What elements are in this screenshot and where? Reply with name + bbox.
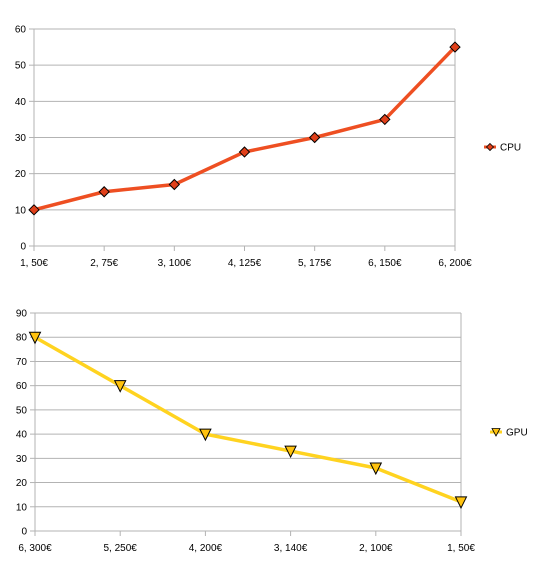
x-tick-label: 6, 200€ [438,258,472,269]
x-tick-label: 1, 50€ [447,543,475,554]
data-point [284,445,297,459]
data-point [199,428,212,442]
data-point [369,462,383,476]
y-tick-label: 30 [16,454,28,465]
x-tick-label: 4, 200€ [189,543,223,554]
y-tick-label: 10 [16,502,28,513]
y-tick-label: 50 [16,405,28,416]
data-point [98,186,110,198]
x-tick-label: 2, 75€ [90,258,118,269]
y-tick-label: 60 [15,25,27,36]
y-tick-label: 50 [15,61,27,72]
x-tick-label: 3, 140€ [274,543,308,554]
data-point [28,331,42,345]
data-point [238,146,251,158]
y-tick-label: 20 [15,169,27,180]
legend-marker [491,428,501,437]
x-tick-label: 1, 50€ [20,258,48,269]
y-tick-label: 70 [16,357,28,368]
data-point [449,41,461,53]
data-point [379,113,391,126]
y-tick-label: 60 [16,381,28,392]
series-line-gpu [34,335,462,504]
data-point [113,380,127,393]
data-point [454,496,468,510]
y-tick-label: 90 [16,309,28,320]
y-tick-label: 10 [15,205,27,216]
y-tick-label: 40 [15,97,27,108]
x-tick-label: 3, 100€ [158,258,192,269]
x-tick-label: 6, 150€ [368,258,402,269]
x-tick-label: 6, 300€ [18,543,52,554]
x-tick-label: 5, 250€ [104,543,138,554]
series-line-cpu [33,45,457,212]
y-tick-label: 20 [16,478,28,489]
y-tick-label: 40 [16,430,28,441]
x-tick-label: 4, 125€ [228,258,262,269]
x-tick-label: 5, 175€ [298,258,332,269]
y-tick-label: 30 [15,133,27,144]
data-point [28,204,40,216]
gpu-chart: 0 10 20 30 40 50 60 70 80 90 6, 300€ 5, 250€ 4, 200€… [16,309,528,555]
y-tick-label: 80 [16,333,28,344]
cpu-chart: 0 10 20 30 40 50 60 1, 50€ 2, 75€ 3, 100€ 4, 125€ 5… [15,25,521,270]
data-point [308,131,321,144]
y-tick-label: 0 [20,242,26,253]
legend-marker [485,142,495,152]
x-tick-label: 2, 100€ [359,543,393,554]
data-point [168,178,181,191]
y-tick-label: 0 [21,527,27,538]
legend-label: GPU [506,428,528,439]
legend-label: CPU [500,143,521,154]
